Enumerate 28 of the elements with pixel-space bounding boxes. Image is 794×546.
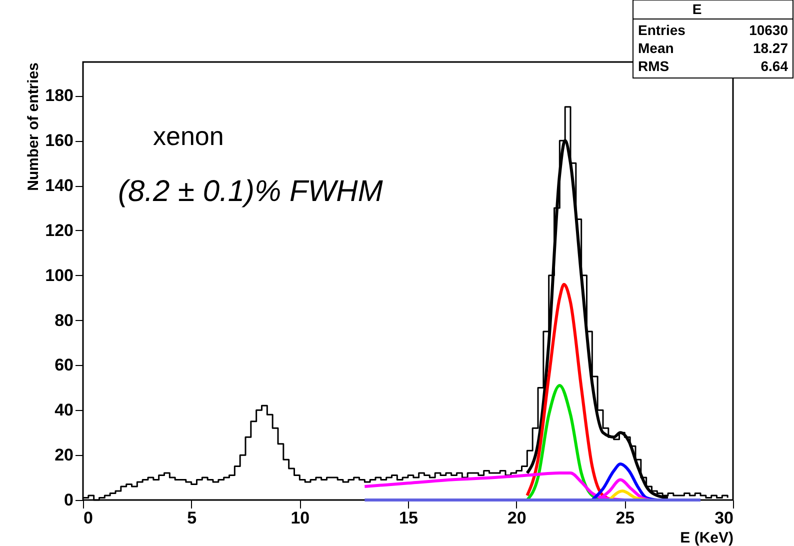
text: 18.27	[752, 40, 788, 56]
y-axis-title: Number of entries	[25, 62, 42, 191]
y-tick-label: 80	[54, 310, 74, 330]
y-tick-label: 140	[45, 176, 74, 196]
text: Entries	[638, 22, 686, 38]
x-tick-label: 15	[399, 508, 418, 528]
y-tick-label: 60	[54, 356, 74, 375]
y-tick-label: 100	[45, 266, 74, 285]
y-tick-label: 160	[45, 131, 74, 150]
y-tick-label: 0	[64, 490, 74, 510]
y-tick-label: 40	[54, 400, 74, 420]
annotation: RMS	[638, 58, 670, 74]
y-tick-label: 180	[45, 86, 74, 106]
annotation: (8.2 ± 0.1)% FWHM	[118, 175, 383, 208]
x-tick-label: 25	[616, 508, 635, 528]
x-tick-label: 10	[290, 508, 310, 528]
y-tick-label: 120	[45, 220, 74, 240]
text: E	[692, 1, 702, 17]
x-tick-label: 30	[714, 508, 734, 528]
x-tick-label: 20	[507, 508, 526, 528]
text: 6.64	[760, 58, 788, 74]
x-tick-label: 5	[187, 508, 197, 528]
annotation: xenon	[153, 121, 224, 151]
text: 10630	[749, 22, 788, 38]
text: Mean	[638, 40, 674, 56]
x-axis-title: E (KeV)	[680, 530, 734, 546]
x-tick-label: 0	[84, 508, 93, 528]
y-tick-label: 20	[54, 446, 74, 465]
